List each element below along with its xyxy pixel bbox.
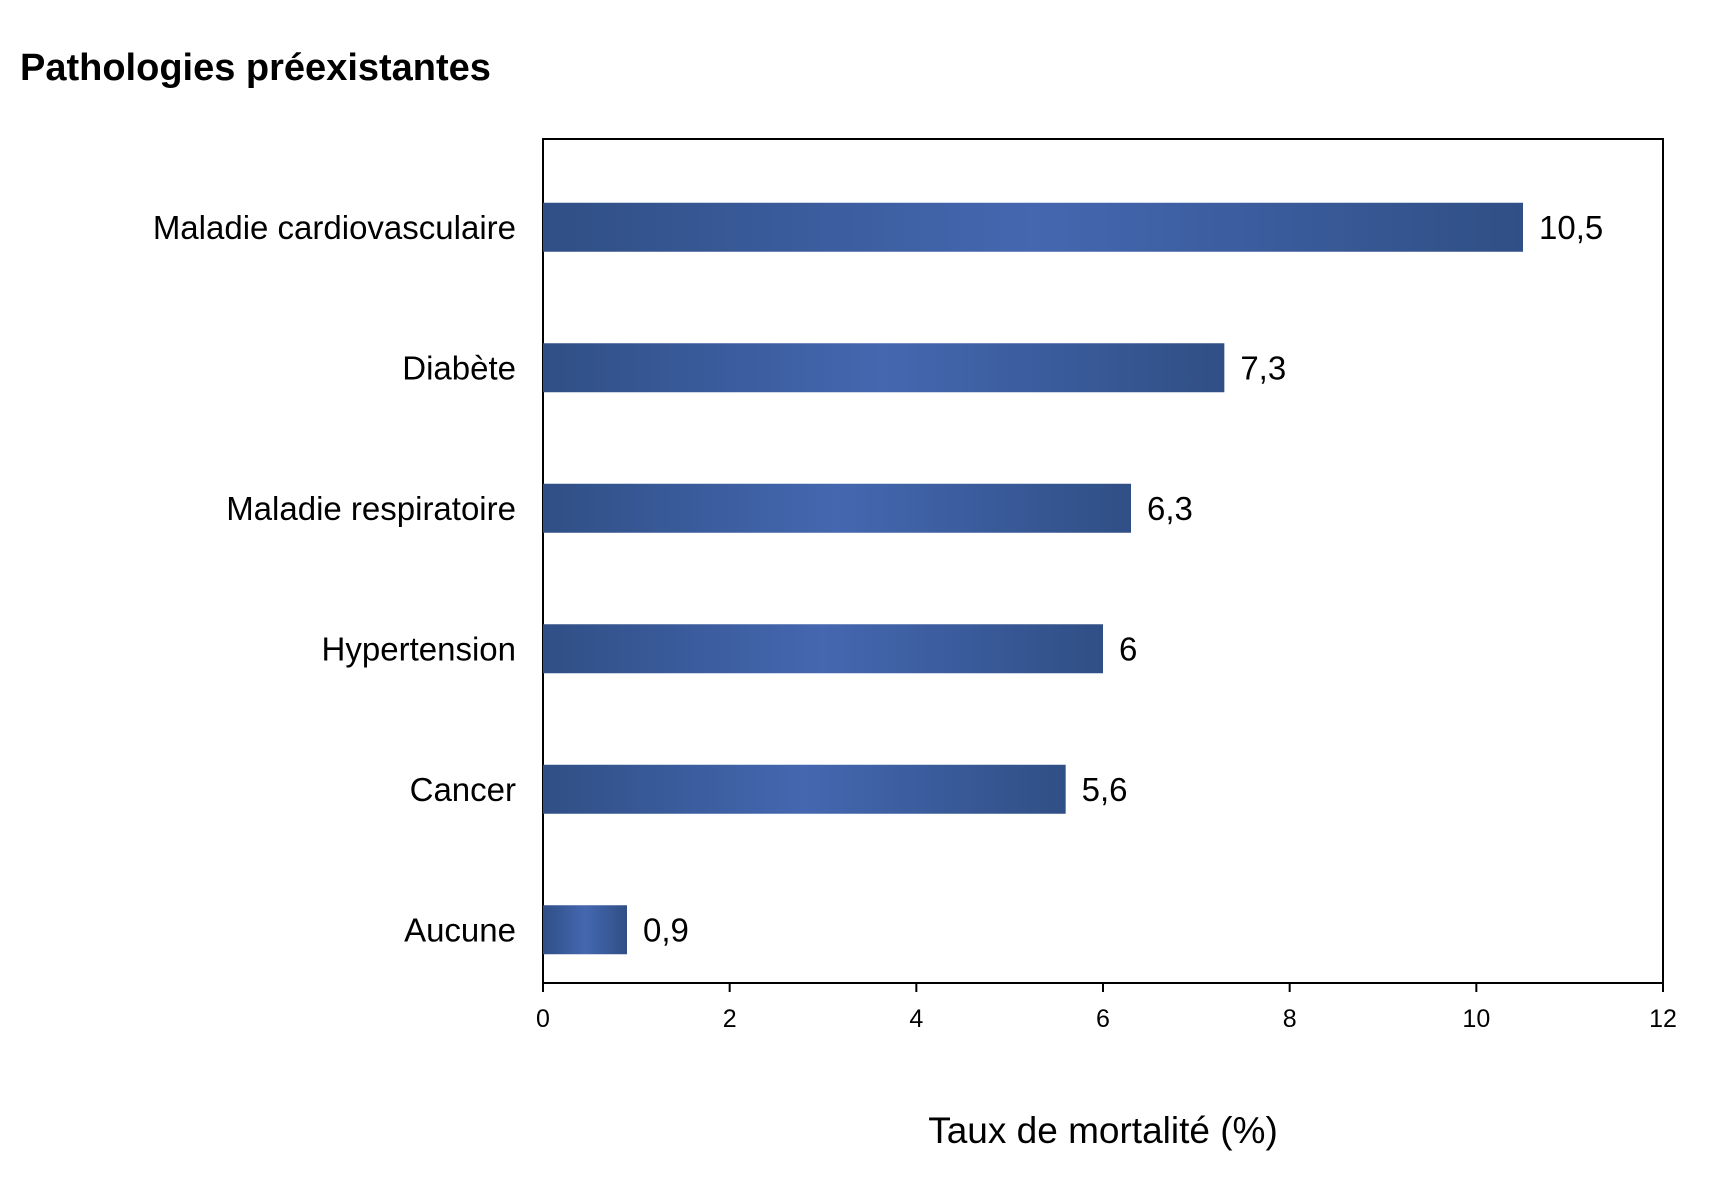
data-label: 0,9 bbox=[643, 911, 689, 948]
category-label: Hypertension bbox=[322, 630, 516, 667]
category-label: Diabète bbox=[402, 349, 516, 386]
plot-frame bbox=[542, 138, 1664, 984]
x-tick-label: 4 bbox=[909, 1005, 923, 1033]
chart-title: Pathologies préexistantes bbox=[20, 47, 491, 89]
category-label: Cancer bbox=[410, 771, 516, 808]
category-label: Maladie cardiovasculaire bbox=[153, 209, 516, 246]
x-axis-title: Taux de mortalité (%) bbox=[928, 1110, 1278, 1151]
x-tick-label: 0 bbox=[536, 1005, 550, 1033]
x-tick-label: 8 bbox=[1283, 1005, 1297, 1033]
bar bbox=[543, 624, 1103, 674]
bar bbox=[543, 764, 1066, 814]
bar bbox=[543, 343, 1225, 393]
x-tick-label: 12 bbox=[1649, 1005, 1677, 1033]
data-label: 5,6 bbox=[1082, 771, 1128, 808]
data-label: 10,5 bbox=[1539, 209, 1603, 246]
data-label: 6,3 bbox=[1147, 490, 1193, 527]
bar bbox=[543, 483, 1131, 533]
x-tick-label: 10 bbox=[1462, 1005, 1490, 1033]
bar bbox=[543, 202, 1523, 252]
category-label: Maladie respiratoire bbox=[226, 490, 516, 527]
data-label: 6 bbox=[1119, 630, 1137, 667]
x-axis-ticks: 0 2 4 6 8 10 12 bbox=[536, 983, 1677, 1033]
bar bbox=[543, 905, 627, 955]
x-tick-label: 6 bbox=[1096, 1005, 1110, 1033]
category-label: Aucune bbox=[404, 911, 516, 948]
x-tick-label: 2 bbox=[723, 1005, 737, 1033]
bars-group: Maladie cardiovasculaire 10,5 Diabète 7,3 Ma… bbox=[153, 202, 1603, 955]
data-label: 7,3 bbox=[1240, 349, 1286, 386]
